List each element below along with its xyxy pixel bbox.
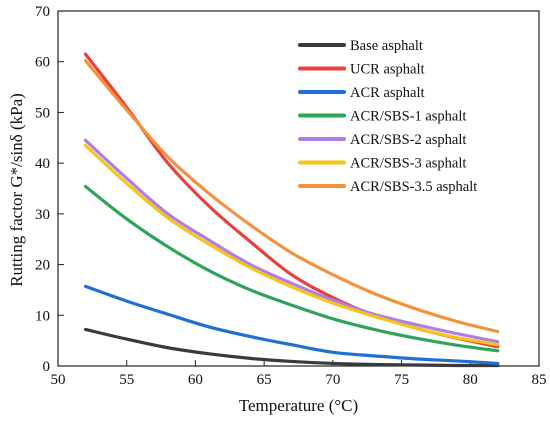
x-tick-label: 55 [119,372,134,388]
x-tick-label: 65 [257,372,272,388]
legend-label-acr-sbs-3-5-asphalt: ACR/SBS-3.5 asphalt [350,179,477,195]
legend-label-ucr-asphalt: UCR asphalt [350,62,425,78]
y-tick-label: 40 [35,156,50,172]
series-layer [83,52,500,368]
plot-frame [57,10,540,367]
legend-label-acr-sbs-3-asphalt: ACR/SBS-3 asphalt [350,156,466,172]
legend: Base asphalt UCR asphalt ACR asphalt ACR/SB… [298,38,477,195]
y-tick-label: 0 [43,359,51,375]
y-tick-label: 70 [35,4,50,20]
y-tick-label: 10 [35,308,50,324]
x-tick-label: 60 [188,372,203,388]
x-tick-label: 75 [394,372,409,388]
series-line-base-asphalt [83,327,500,368]
axes-layer: 50 55 60 65 70 75 80 85 0 10 20 30 40 50 60 70 [35,4,547,388]
y-axis-title: Rutting factor G*/sinδ (kPa) [7,93,26,287]
series-line-acr-asphalt [83,284,500,366]
x-tick-label: 85 [532,372,547,388]
y-tick-label: 20 [35,258,50,274]
y-tick-label: 30 [35,207,50,223]
legend-label-acr-sbs-1-asphalt: ACR/SBS-1 asphalt [350,109,466,125]
legend-label-acr-sbs-2-asphalt: ACR/SBS-2 asphalt [350,132,466,148]
x-tick-label: 80 [463,372,478,388]
y-tick-label: 60 [35,55,50,71]
series-line-acr-sbs-3-asphalt [83,143,500,347]
legend-label-acr-asphalt: ACR asphalt [350,85,425,101]
x-tick-label: 70 [325,372,340,388]
legend-label-base-asphalt: Base asphalt [350,38,423,54]
x-axis-title: Temperature (°C) [239,396,358,415]
x-tick-label: 50 [51,372,66,388]
y-tick-label: 50 [35,105,50,121]
series-line-acr-sbs-2-asphalt [83,138,500,344]
series-line-acr-sbs-1-asphalt [83,184,500,353]
series-line-acr-sbs-3-5-asphalt [83,59,500,334]
